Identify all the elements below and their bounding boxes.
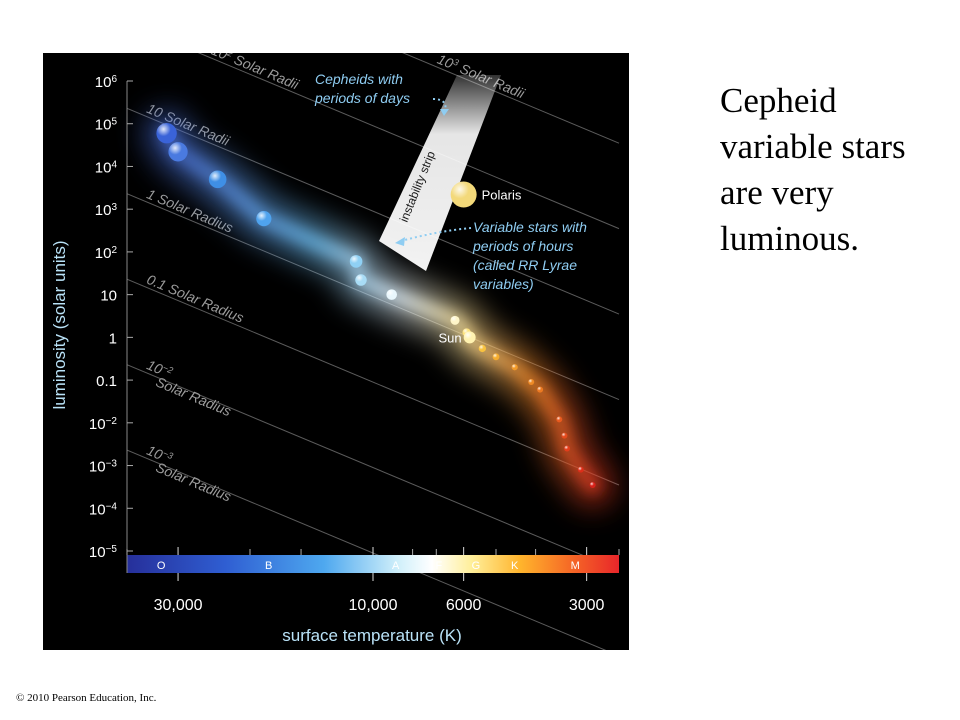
spectral-class-label: F — [435, 560, 442, 572]
y-tick-label: 104 — [95, 159, 118, 177]
radius-line — [126, 278, 620, 486]
highlighted-stars: Polaris Sun — [439, 181, 522, 345]
y-tick-label: 102 — [95, 244, 118, 262]
star-highlight — [156, 122, 177, 144]
y-tick-label: 1 — [109, 330, 117, 347]
star-highlight — [556, 416, 563, 423]
side-text-line-1: Cepheid — [720, 81, 837, 120]
x-tick-label: 30,000 — [154, 597, 203, 614]
variable-label-line2: periods of hours — [472, 238, 573, 254]
spectral-class-bar — [127, 555, 619, 573]
main-sequence-stars — [156, 122, 596, 489]
star-highlight — [386, 289, 397, 300]
cepheids-label-line2: periods of days — [314, 90, 410, 106]
star-highlight — [511, 364, 518, 371]
star-highlight — [528, 379, 535, 386]
star-highlight — [537, 386, 544, 393]
variable-arrow — [400, 227, 472, 242]
slide-side-text: Cepheid variable stars are very luminous… — [720, 78, 950, 262]
star-highlight — [463, 331, 476, 344]
spectral-class-label: A — [392, 560, 400, 572]
star-highlight — [450, 181, 477, 208]
y-tick-label: 10−2 — [89, 415, 118, 433]
star-highlight — [492, 353, 500, 361]
cepheids-arrow — [432, 98, 447, 112]
variable-label-line1: Variable stars with — [473, 219, 587, 235]
variable-arrowhead — [395, 237, 405, 246]
star-highlight — [208, 170, 227, 189]
radius-line-label: 10−2 — [145, 356, 175, 381]
y-tick-label: 10−5 — [89, 544, 118, 562]
star-highlight — [256, 211, 272, 227]
star-highlight — [168, 142, 188, 162]
x-tick-label: 6000 — [446, 597, 482, 614]
star-highlight — [577, 466, 584, 473]
radius-line — [126, 364, 620, 571]
x-tick-label: 3000 — [569, 597, 605, 614]
x-axis-ticks: 30,000 10,000 6000 3000 — [126, 547, 620, 614]
sun-label: Sun — [439, 330, 462, 345]
star-highlight — [478, 344, 487, 353]
cepheids-arrowhead — [440, 109, 449, 116]
spectral-class-label: B — [265, 560, 272, 572]
rr-lyrae-annotation: Variable stars with periods of hours (ca… — [395, 219, 587, 292]
side-text-line-2: variable stars — [720, 127, 906, 166]
star-highlight — [450, 315, 460, 325]
x-axis-title: surface temperature (K) — [282, 626, 462, 645]
y-tick-label: 10 — [100, 288, 117, 305]
y-tick-label: 106 — [95, 74, 118, 92]
star-highlight — [561, 432, 568, 439]
side-text-line-4: luminous. — [720, 219, 860, 258]
x-tick-label: 10,000 — [349, 597, 398, 614]
y-tick-label: 0.1 — [96, 373, 117, 390]
cepheids-label-line1: Cepheids with — [315, 71, 403, 87]
radius-line-label: 10−3 — [145, 442, 175, 467]
spectral-class-label: O — [157, 560, 166, 572]
y-tick-label: 10−3 — [89, 458, 118, 476]
radius-line — [126, 107, 620, 315]
instability-strip — [379, 75, 501, 271]
star-highlight — [564, 445, 571, 452]
radius-line — [402, 53, 620, 144]
y-axis-title: luminosity (solar units) — [50, 240, 69, 409]
star-highlight — [349, 255, 363, 268]
star-highlight — [355, 274, 367, 286]
spectral-class-label: K — [511, 560, 519, 572]
y-tick-label: 103 — [95, 202, 118, 220]
cepheids-annotation: Cepheids with periods of days — [314, 71, 449, 116]
star-highlight — [589, 482, 596, 489]
spectral-class-label: G — [472, 560, 481, 572]
y-tick-label: 10−4 — [89, 501, 118, 518]
radius-line — [197, 53, 620, 230]
spectral-class-label: M — [571, 560, 580, 572]
copyright-notice: © 2010 Pearson Education, Inc. — [16, 692, 157, 704]
variable-label-line4: variables) — [473, 276, 534, 292]
side-text-line-3: are very — [720, 173, 834, 212]
y-tick-label: 105 — [95, 116, 118, 133]
variable-label-line3: (called RR Lyrae — [473, 257, 577, 273]
polaris-label: Polaris — [482, 188, 522, 203]
